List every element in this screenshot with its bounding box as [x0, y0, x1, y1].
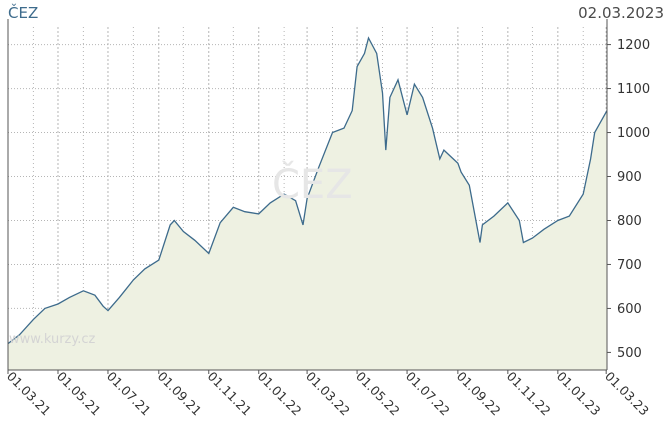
- x-tick-label: 01.07.21: [104, 368, 154, 418]
- y-tick-label: 900: [617, 170, 642, 185]
- price-area-fill: [8, 38, 607, 370]
- y-tick-label: 500: [617, 346, 642, 361]
- x-tick-label: 01.07.22: [403, 368, 453, 418]
- x-tick-label: 01.11.21: [205, 368, 255, 418]
- y-tick-label: 800: [617, 214, 642, 229]
- x-tick-label: 01.03.23: [602, 369, 652, 419]
- price-line: [7, 36, 608, 345]
- x-tick-label: 01.03.22: [303, 369, 353, 419]
- x-tick-label: 01.01.23: [554, 369, 604, 419]
- y-tick-label: 1000: [617, 126, 650, 141]
- y-tick-labels: 500 600 700 800 900 1000 1100 1200: [607, 38, 650, 361]
- y-tick-label: 600: [617, 302, 642, 317]
- chart-date: 02.03.2023: [578, 4, 664, 22]
- watermark: www.kurzy.cz: [9, 332, 96, 347]
- ghost-ticker-label: ČEZ: [272, 162, 353, 208]
- x-tick-label: 01.01.22: [255, 369, 305, 419]
- chart-title: ČEZ: [8, 4, 39, 22]
- y-tick-label: 700: [617, 258, 642, 273]
- x-tick-label: 01.09.22: [454, 368, 504, 418]
- y-tick-label: 1100: [617, 82, 650, 97]
- x-tick-label: 01.05.21: [54, 369, 104, 419]
- x-tick-label: 01.09.21: [155, 368, 205, 418]
- x-tick-labels: 01.03.21 01.05.21 01.07.21 01.09.21 01.11.21…: [4, 368, 652, 418]
- x-tick-label: 01.11.22: [504, 369, 554, 419]
- y-tick-label: 1200: [617, 38, 650, 53]
- x-tick-label: 01.05.22: [353, 368, 403, 418]
- x-tick-label: 01.03.21: [4, 369, 54, 419]
